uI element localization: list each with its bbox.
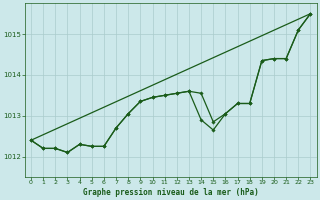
X-axis label: Graphe pression niveau de la mer (hPa): Graphe pression niveau de la mer (hPa) [83,188,259,197]
